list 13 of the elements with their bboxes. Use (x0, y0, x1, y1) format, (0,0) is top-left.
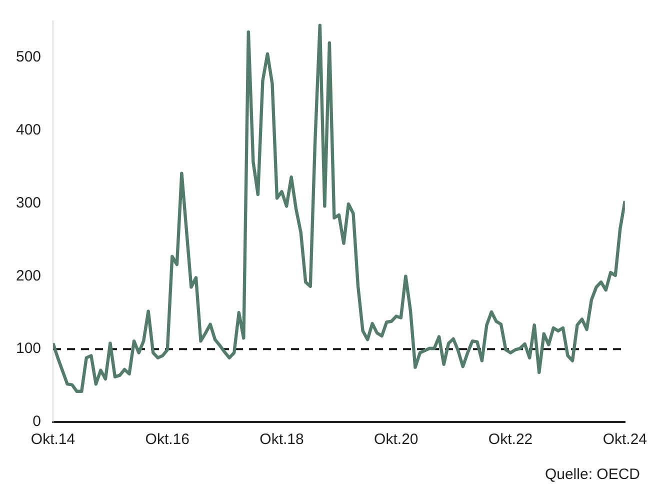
y-tick-label: 0 (32, 413, 42, 430)
source-note: Quelle: OECD (544, 466, 640, 483)
y-tick-label: 200 (16, 267, 42, 284)
x-tick-label: Okt.24 (602, 431, 647, 448)
y-tick-label: 400 (16, 122, 42, 139)
x-tick-label: Okt.16 (145, 431, 190, 448)
y-tick-label: 300 (16, 194, 42, 212)
x-tick-label: Okt.18 (260, 431, 304, 448)
x-tick-label: Okt.14 (30, 431, 76, 448)
x-tick-label: Okt.22 (488, 431, 533, 448)
x-tick-label: Okt.20 (374, 431, 418, 448)
y-tick-label: 500 (16, 48, 42, 66)
y-tick-label: 100 (16, 340, 42, 358)
